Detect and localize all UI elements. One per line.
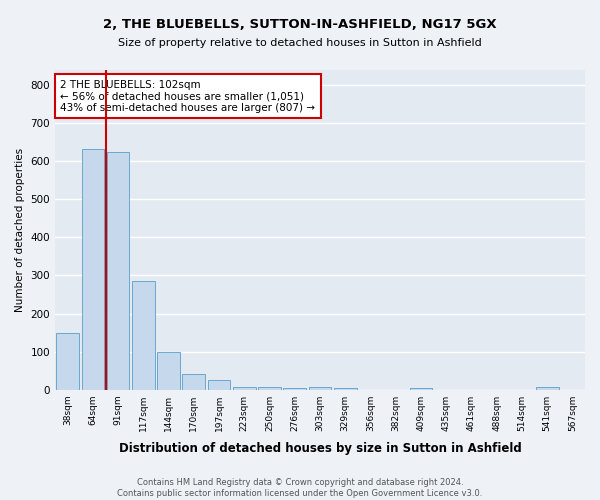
Text: Size of property relative to detached houses in Sutton in Ashfield: Size of property relative to detached ho…	[118, 38, 482, 48]
Bar	[258, 387, 281, 390]
Bar	[157, 352, 180, 390]
Bar	[132, 281, 155, 390]
Bar	[334, 388, 356, 390]
Text: 2, THE BLUEBELLS, SUTTON-IN-ASHFIELD, NG17 5GX: 2, THE BLUEBELLS, SUTTON-IN-ASHFIELD, NG…	[103, 18, 497, 30]
Bar	[56, 332, 79, 390]
Bar	[208, 380, 230, 390]
Y-axis label: Number of detached properties: Number of detached properties	[15, 148, 25, 312]
Bar	[107, 152, 130, 390]
Bar	[536, 386, 559, 390]
X-axis label: Distribution of detached houses by size in Sutton in Ashfield: Distribution of detached houses by size …	[119, 442, 521, 455]
Bar	[82, 149, 104, 390]
Text: Contains HM Land Registry data © Crown copyright and database right 2024.
Contai: Contains HM Land Registry data © Crown c…	[118, 478, 482, 498]
Bar	[283, 388, 306, 390]
Bar	[233, 386, 256, 390]
Bar	[182, 374, 205, 390]
Text: 2 THE BLUEBELLS: 102sqm
← 56% of detached houses are smaller (1,051)
43% of semi: 2 THE BLUEBELLS: 102sqm ← 56% of detache…	[61, 80, 316, 113]
Bar	[308, 386, 331, 390]
Bar	[410, 388, 433, 390]
